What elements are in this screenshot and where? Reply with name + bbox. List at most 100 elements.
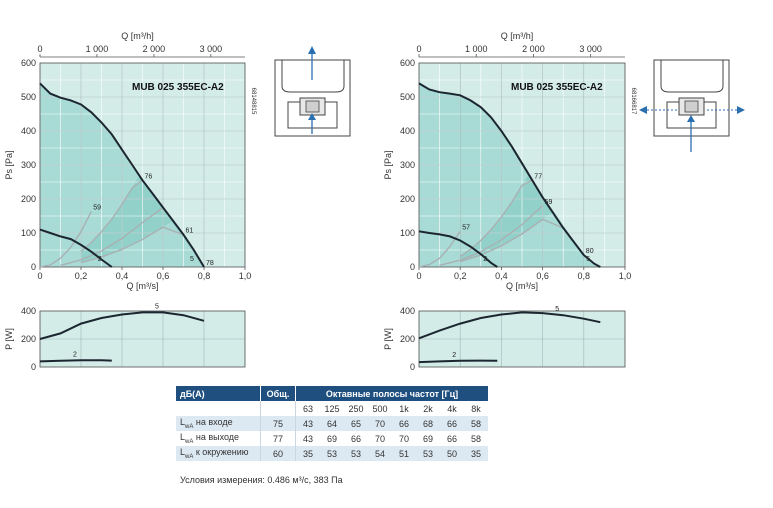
band-label: 63 bbox=[302, 403, 313, 414]
header-total: Общ. bbox=[260, 386, 296, 401]
power-curve-label: 2 bbox=[73, 351, 77, 358]
tick-label-y: 600 bbox=[21, 58, 36, 68]
tick-label-x: 0 bbox=[416, 271, 421, 281]
band-label: 1k bbox=[399, 403, 409, 414]
model-label: MUB 025 355EC-A2 bbox=[511, 82, 603, 93]
tick-label-x: 1,0 bbox=[239, 271, 252, 281]
measurement-conditions: Условия измерения: 0.486 м³/с, 383 Па bbox=[180, 475, 343, 485]
tick-label-x: 0,4 bbox=[116, 271, 129, 281]
airflow-up-icon bbox=[308, 113, 316, 120]
efficiency-line bbox=[80, 179, 143, 252]
efficiency-label: 59 bbox=[545, 199, 553, 206]
power-curve-5 bbox=[418, 311, 601, 340]
operating-area bbox=[419, 83, 601, 268]
tick-label-x: 0,6 bbox=[536, 271, 549, 281]
row-label: на входе bbox=[193, 417, 233, 428]
efficiency-line bbox=[418, 230, 461, 268]
airflow-schematic-1 bbox=[274, 46, 351, 137]
top-axis-label: Q [m³/h] bbox=[121, 31, 154, 41]
efficiency-label: 76 bbox=[145, 173, 153, 180]
tick-label-x2: 2 000 bbox=[143, 44, 166, 54]
airflow-sideways-icon bbox=[737, 106, 745, 114]
power-frame bbox=[418, 310, 626, 368]
chart-frame bbox=[39, 62, 246, 268]
tick-label-y: 0 bbox=[31, 262, 36, 272]
sound-data-table: дБ(А) Общ. Октавные полосы частот [Гц] 6… bbox=[176, 386, 488, 461]
tick-label-y: 0 bbox=[410, 362, 415, 372]
tick-label-y: 400 bbox=[21, 306, 36, 316]
band-label: 250 bbox=[348, 403, 364, 414]
tick-label-y: 300 bbox=[400, 160, 415, 170]
fan-curve-2 bbox=[39, 228, 113, 268]
tick-label-y: 0 bbox=[410, 262, 415, 272]
diagram-code: 68148815 bbox=[250, 88, 256, 115]
y-axis-label: Ps [Pa] bbox=[4, 150, 14, 179]
tick-label-y: 0 bbox=[31, 362, 36, 372]
total-value: 60 bbox=[260, 446, 296, 461]
efficiency-label: 59 bbox=[93, 205, 101, 212]
tick-label-y: 400 bbox=[21, 126, 36, 136]
tick-label-y: 400 bbox=[400, 126, 415, 136]
tick-label-y: 500 bbox=[400, 92, 415, 102]
power-curve-label: 2 bbox=[452, 352, 456, 359]
fan-hub bbox=[305, 100, 320, 113]
tick-label-y: 200 bbox=[400, 194, 415, 204]
band-label: 2k bbox=[423, 403, 433, 414]
tick-label-y: 200 bbox=[400, 334, 415, 344]
band-label: 125 bbox=[324, 403, 340, 414]
diagram-code: 68166817 bbox=[630, 88, 636, 115]
curve-label: 2 bbox=[483, 256, 487, 263]
total-value: 75 bbox=[260, 416, 296, 431]
chart-frame bbox=[418, 62, 626, 268]
tick-label-x2: 3 000 bbox=[200, 44, 223, 54]
tick-label-y: 400 bbox=[400, 306, 415, 316]
tick-label-y: 500 bbox=[21, 92, 36, 102]
total-value: 77 bbox=[260, 431, 296, 446]
tick-label-x: 0 bbox=[37, 271, 42, 281]
efficiency-line bbox=[439, 205, 544, 266]
tick-label-x: 0,6 bbox=[157, 271, 170, 281]
x-axis-label: Q [m³/s] bbox=[127, 281, 159, 291]
tick-label-x: 0,4 bbox=[495, 271, 508, 281]
row-label: к окружению bbox=[193, 447, 249, 458]
curve-label: 5 bbox=[190, 256, 194, 263]
power-chart-2: 5 2 0 200 400 P [W] bbox=[383, 306, 626, 372]
fan-curve-2 bbox=[418, 230, 498, 268]
tick-label-x2: 2 000 bbox=[522, 44, 545, 54]
fan-curve-5 bbox=[39, 82, 205, 268]
tick-label-x: 0,2 bbox=[454, 271, 467, 281]
tick-label-x2: 1 000 bbox=[86, 44, 109, 54]
efficiency-label: 57 bbox=[462, 224, 470, 231]
efficiency-label: 80 bbox=[586, 248, 594, 255]
airflow-up-icon bbox=[308, 46, 316, 54]
tick-label-x: 0,8 bbox=[198, 271, 211, 281]
x-axis-label: Q [m³/s] bbox=[506, 281, 538, 291]
table-row: LwA на выходе 77 43 69 66 70 70 69 66 58 bbox=[180, 431, 481, 446]
tick-label-y: 200 bbox=[21, 334, 36, 344]
pressure-chart-1: 59 76 61 78 5 2 0 0,2 0,4 0,6 0,8 1,0 Q [m³/s] 0 1 000… bbox=[4, 31, 256, 291]
table-row: LwA на входе 75 43 64 65 70 66 68 66 58 bbox=[176, 416, 488, 431]
tick-label-x2: 0 bbox=[416, 44, 421, 54]
power-curve-label: 5 bbox=[555, 306, 559, 313]
pressure-chart-2: 57 77 59 805 2 0 0,2 0,4 0,6 0,8 1,0 Q [m³/s] 0 1 000… bbox=[383, 31, 636, 291]
table-row: LwA к окружению 60 35 53 53 54 51 53 50 … bbox=[176, 446, 488, 461]
band-label: 4k bbox=[447, 403, 457, 414]
airflow-sideways-icon bbox=[639, 106, 647, 114]
tick-label-x2: 0 bbox=[37, 44, 42, 54]
row-label: на выходе bbox=[193, 432, 240, 443]
airflow-schematic-2 bbox=[639, 59, 745, 152]
band-label: 8k bbox=[471, 403, 481, 414]
power-curve-5 bbox=[39, 311, 205, 340]
performance-charts: 59 76 61 78 5 2 0 0,2 0,4 0,6 0,8 1,0 Q [m³/s] 0 1 000… bbox=[4, 31, 745, 372]
tick-label-x: 0,8 bbox=[578, 271, 591, 281]
tick-label-y: 100 bbox=[400, 228, 415, 238]
power-curve-2 bbox=[418, 359, 498, 364]
fan-curve-5 bbox=[418, 82, 601, 268]
tick-label-x: 1,0 bbox=[619, 271, 632, 281]
top-axis-label: Q [m³/h] bbox=[501, 31, 534, 41]
power-chart-1: 5 2 0 200 400 P [W] bbox=[4, 303, 246, 372]
tick-label-x2: 1 000 bbox=[465, 44, 488, 54]
tick-label-y: 200 bbox=[21, 194, 36, 204]
tick-label-y: 300 bbox=[21, 160, 36, 170]
header-octave-bands: Октавные полосы частот [Гц] bbox=[295, 386, 488, 401]
